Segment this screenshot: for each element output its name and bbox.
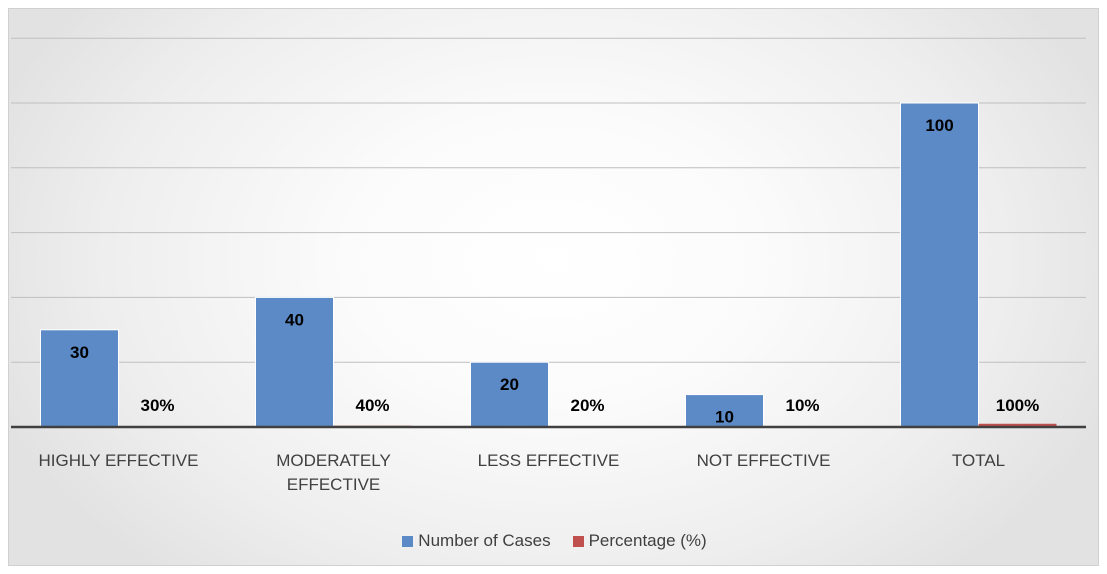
legend-swatch-percentage bbox=[572, 535, 584, 547]
legend-swatch-number-of-cases bbox=[402, 535, 414, 547]
data-label-number-of-cases: 20 bbox=[500, 375, 519, 394]
data-label-percentage: 10% bbox=[785, 396, 819, 415]
category-label: HIGHLY EFFECTIVE bbox=[39, 451, 199, 470]
chart-frame: 30 30% HIGHLY EFFECTIVE 40 40% MODERATELY EFFE… bbox=[8, 8, 1099, 566]
bar-number-of-cases bbox=[255, 296, 334, 428]
data-label-percentage: 20% bbox=[570, 396, 604, 415]
bar-percentage bbox=[978, 423, 1057, 427]
data-label-number-of-cases: 40 bbox=[285, 310, 304, 329]
bar-number-of-cases bbox=[470, 361, 549, 428]
data-label-percentage: 100% bbox=[996, 396, 1039, 415]
legend-label-number-of-cases: Number of Cases bbox=[418, 531, 551, 550]
data-label-number-of-cases: 100 bbox=[925, 116, 953, 135]
legend-item-number-of-cases: Number of Cases bbox=[402, 531, 551, 551]
legend-label-percentage: Percentage (%) bbox=[588, 531, 707, 550]
data-label-number-of-cases: 10 bbox=[715, 408, 734, 427]
category-label: EFFECTIVE bbox=[287, 475, 381, 494]
bar-number-of-cases bbox=[900, 102, 979, 428]
bar-chart: 30 30% HIGHLY EFFECTIVE 40 40% MODERATELY EFFE… bbox=[11, 37, 1086, 494]
category-label: TOTAL bbox=[952, 451, 1005, 470]
data-label-percentage: 40% bbox=[355, 396, 389, 415]
category-label: MODERATELY bbox=[276, 451, 391, 470]
bar-number-of-cases bbox=[685, 394, 764, 428]
legend: Number of Cases Percentage (%) bbox=[9, 531, 1098, 551]
category-label: NOT EFFECTIVE bbox=[697, 451, 831, 470]
data-label-percentage: 30% bbox=[140, 396, 174, 415]
legend-item-percentage: Percentage (%) bbox=[572, 531, 707, 551]
data-label-number-of-cases: 30 bbox=[70, 343, 89, 362]
category-label: LESS EFFECTIVE bbox=[478, 451, 620, 470]
